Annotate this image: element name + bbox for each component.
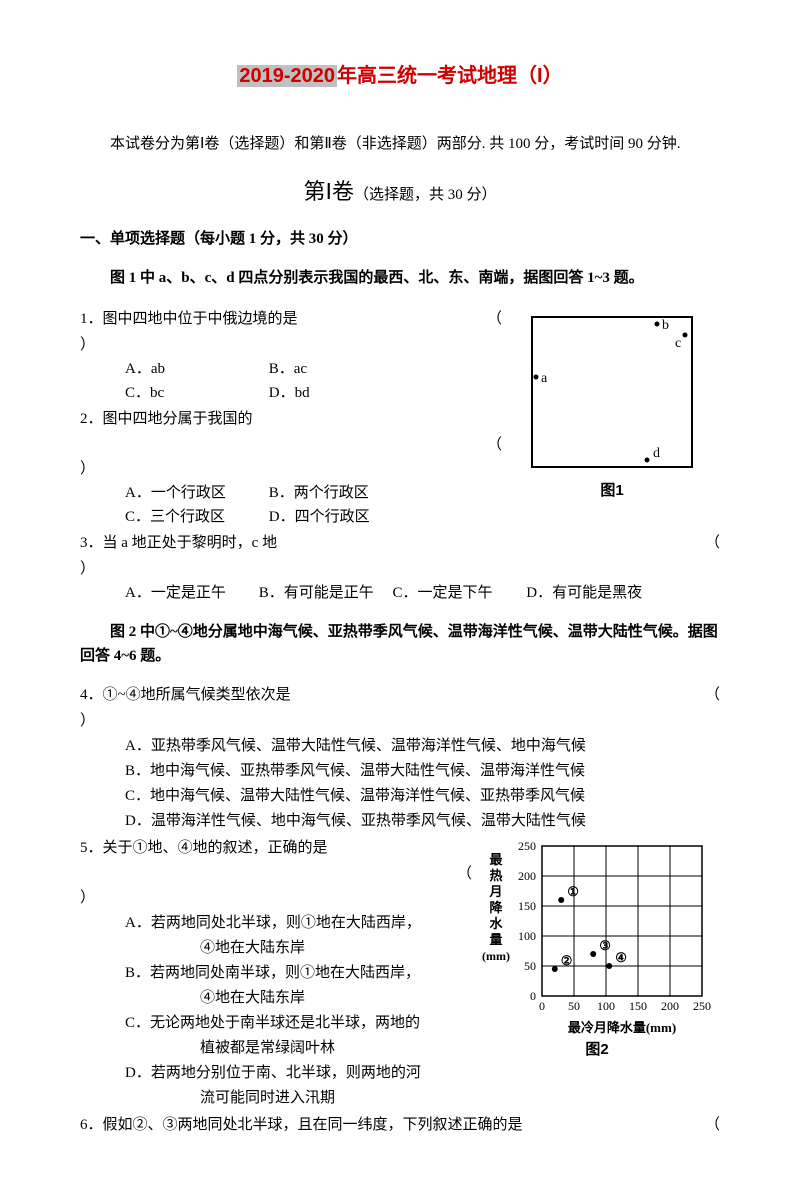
- q1-options-row2: C．bc D．bd: [80, 381, 502, 405]
- fig1-pt-c: c: [675, 336, 681, 351]
- q1-stem: 1．图中四地中位于中俄边境的是（: [80, 307, 502, 331]
- exam-intro: 本试卷分为第Ⅰ卷（选择题）和第Ⅱ卷（非选择题）两部分. 共 100 分，考试时间…: [80, 132, 720, 156]
- q1-q2-block: a b c d 图1 1．图中四地中位于中俄边境的是（ ） A．ab B．ac …: [80, 305, 720, 529]
- q1-paren-close: ）: [80, 333, 502, 357]
- q5-opt-d2: 流可能同时进入汛期: [125, 1086, 472, 1110]
- q5-opt-c: C．无论两地处于南半球还是北半球，两地的: [125, 1011, 472, 1035]
- exam-title: 2019-2020年高三统一考试地理（I）: [80, 60, 720, 92]
- q1-opt-b: B．ac: [269, 357, 409, 381]
- figure-2: 0 50 100 150 200 250 0 50 100 150 200 250 ① ② ③④ 最冷月降水量…: [482, 836, 712, 1062]
- q5-opt-d: D．若两地分别位于南、北半球，则两地的河: [125, 1061, 472, 1085]
- q2-opt-b: B．两个行政区: [269, 481, 409, 505]
- q4-opt-b: B．地中海气候、亚热带季风气候、温带大陆性气候、温带海洋性气候: [125, 759, 720, 783]
- svg-text:100: 100: [518, 929, 536, 943]
- svg-text:100: 100: [597, 999, 615, 1013]
- q2-options-row1: A．一个行政区 B．两个行政区: [80, 481, 502, 505]
- q4-opt-a: A．亚热带季风气候、温带大陆性气候、温带海洋性气候、地中海气候: [125, 734, 720, 758]
- q3-opt-c: C．一定是下午: [393, 581, 523, 605]
- q2-stem: 2．图中四地分属于我国的: [80, 407, 502, 431]
- figure-2-svg: 0 50 100 150 200 250 0 50 100 150 200 250 ① ② ③④ 最冷月降水量…: [482, 836, 712, 1036]
- svg-text:150: 150: [629, 999, 647, 1013]
- svg-text:量: 量: [489, 932, 502, 947]
- svg-text:②: ②: [561, 953, 573, 968]
- svg-text:热: 热: [489, 868, 502, 883]
- q4-opt-c: C．地中海气候、温带大陆性气候、温带海洋性气候、亚热带季风气候: [125, 784, 720, 808]
- svg-text:250: 250: [518, 839, 536, 853]
- section-1-header: 第Ⅰ卷（选择题，共 30 分）: [80, 174, 720, 209]
- svg-text:最: 最: [489, 852, 503, 867]
- q6-stem: 6．假如②、③两地同处北半球，且在同一纬度，下列叙述正确的是（: [80, 1113, 720, 1137]
- figure-1-svg: a b c d: [517, 307, 707, 477]
- context-2: 图 2 中①~④地分属地中海气候、亚热带季风气候、温带海洋性气候、温带大陆性气候…: [80, 620, 720, 668]
- figure-1-caption: 图1: [512, 479, 712, 503]
- svg-text:50: 50: [568, 999, 580, 1013]
- svg-text:最冷月降水量(mm): 最冷月降水量(mm): [568, 1020, 676, 1035]
- q2-opt-c: C．三个行政区: [125, 505, 265, 529]
- q2-opt-a: A．一个行政区: [125, 481, 265, 505]
- q1-options-row1: A．ab B．ac: [80, 357, 502, 381]
- svg-text:0: 0: [539, 999, 545, 1013]
- svg-text:150: 150: [518, 899, 536, 913]
- context-1: 图 1 中 a、b、c、d 四点分别表示我国的最西、北、东、南端，据图回答 1~…: [80, 266, 720, 290]
- q4-opt-d: D．温带海洋性气候、地中海气候、亚热带季风气候、温带大陆性气候: [125, 809, 720, 833]
- q3-paren-close: ）: [80, 557, 720, 581]
- svg-text:200: 200: [661, 999, 679, 1013]
- q5-opt-b2: ④地在大陆东岸: [125, 986, 472, 1010]
- q3-opt-d: D．有可能是黑夜: [526, 581, 656, 605]
- part-instructions: 一、单项选择题（每小题 1 分，共 30 分）: [80, 227, 720, 251]
- q1-opt-c: C．bc: [125, 381, 265, 405]
- q5-opt-a2: ④地在大陆东岸: [125, 936, 472, 960]
- svg-text:50: 50: [524, 959, 536, 973]
- q5-paren-close: ）: [80, 886, 472, 910]
- q4-stem: 4．①~④地所属气候类型依次是（: [80, 683, 720, 707]
- q5-opt-c2: 植被都是常绿阔叶林: [125, 1036, 472, 1060]
- svg-text:降: 降: [489, 900, 503, 915]
- figure-2-caption: 图2: [482, 1038, 712, 1062]
- q5-opt-a: A．若两地同处北半球，则①地在大陆西岸，: [125, 911, 472, 935]
- q3-opt-a: A．一定是正午: [125, 581, 255, 605]
- figure-1: a b c d 图1: [512, 307, 712, 503]
- svg-text:0: 0: [530, 989, 536, 1003]
- q3-stem: 3．当 a 地正处于黎明时，c 地（: [80, 531, 720, 555]
- q2-opt-d: D．四个行政区: [269, 505, 409, 529]
- q5-block: 0 50 100 150 200 250 0 50 100 150 200 250 ① ② ③④ 最冷月降水量…: [80, 834, 720, 1111]
- section-1-sub: （选择题，共 30 分）: [354, 187, 497, 203]
- svg-text:(mm): (mm): [482, 949, 510, 963]
- q2-options-row2: C．三个行政区 D．四个行政区: [80, 505, 502, 529]
- svg-text:250: 250: [693, 999, 711, 1013]
- svg-text:水: 水: [489, 916, 503, 931]
- q3-opt-b: B．有可能是正午: [259, 581, 389, 605]
- fig1-pt-a: a: [541, 371, 548, 386]
- svg-text:①: ①: [567, 884, 579, 899]
- q1-opt-a: A．ab: [125, 357, 265, 381]
- q5-opt-b: B．若两地同处南半球，则①地在大陆西岸，: [125, 961, 472, 985]
- q1-opt-d: D．bd: [269, 381, 409, 405]
- q2-paren-close: ）: [80, 457, 502, 481]
- svg-text:③: ③: [599, 938, 611, 953]
- svg-text:月: 月: [488, 884, 502, 899]
- q5-paren-line: （: [80, 862, 472, 886]
- q5-options: A．若两地同处北半球，则①地在大陆西岸， ④地在大陆东岸 B．若两地同处南半球，…: [80, 911, 472, 1110]
- q4-paren-close: ）: [80, 709, 720, 733]
- q4-options: A．亚热带季风气候、温带大陆性气候、温带海洋性气候、地中海气候 B．地中海气候、…: [80, 734, 720, 833]
- title-main: 年高三统一考试地理（I）: [337, 65, 563, 87]
- q5-stem: 5．关于①地、④地的叙述，正确的是: [80, 836, 472, 860]
- q3-options: A．一定是正午 B．有可能是正午 C．一定是下午 D．有可能是黑夜: [80, 581, 720, 605]
- svg-text:200: 200: [518, 869, 536, 883]
- title-year-highlight: 2019-2020: [237, 65, 337, 87]
- fig1-pt-d: d: [653, 446, 660, 461]
- section-1-main: 第Ⅰ卷: [303, 179, 354, 204]
- svg-text:④: ④: [615, 950, 627, 965]
- fig1-pt-b: b: [662, 318, 669, 333]
- q2-paren-line: （: [80, 433, 502, 457]
